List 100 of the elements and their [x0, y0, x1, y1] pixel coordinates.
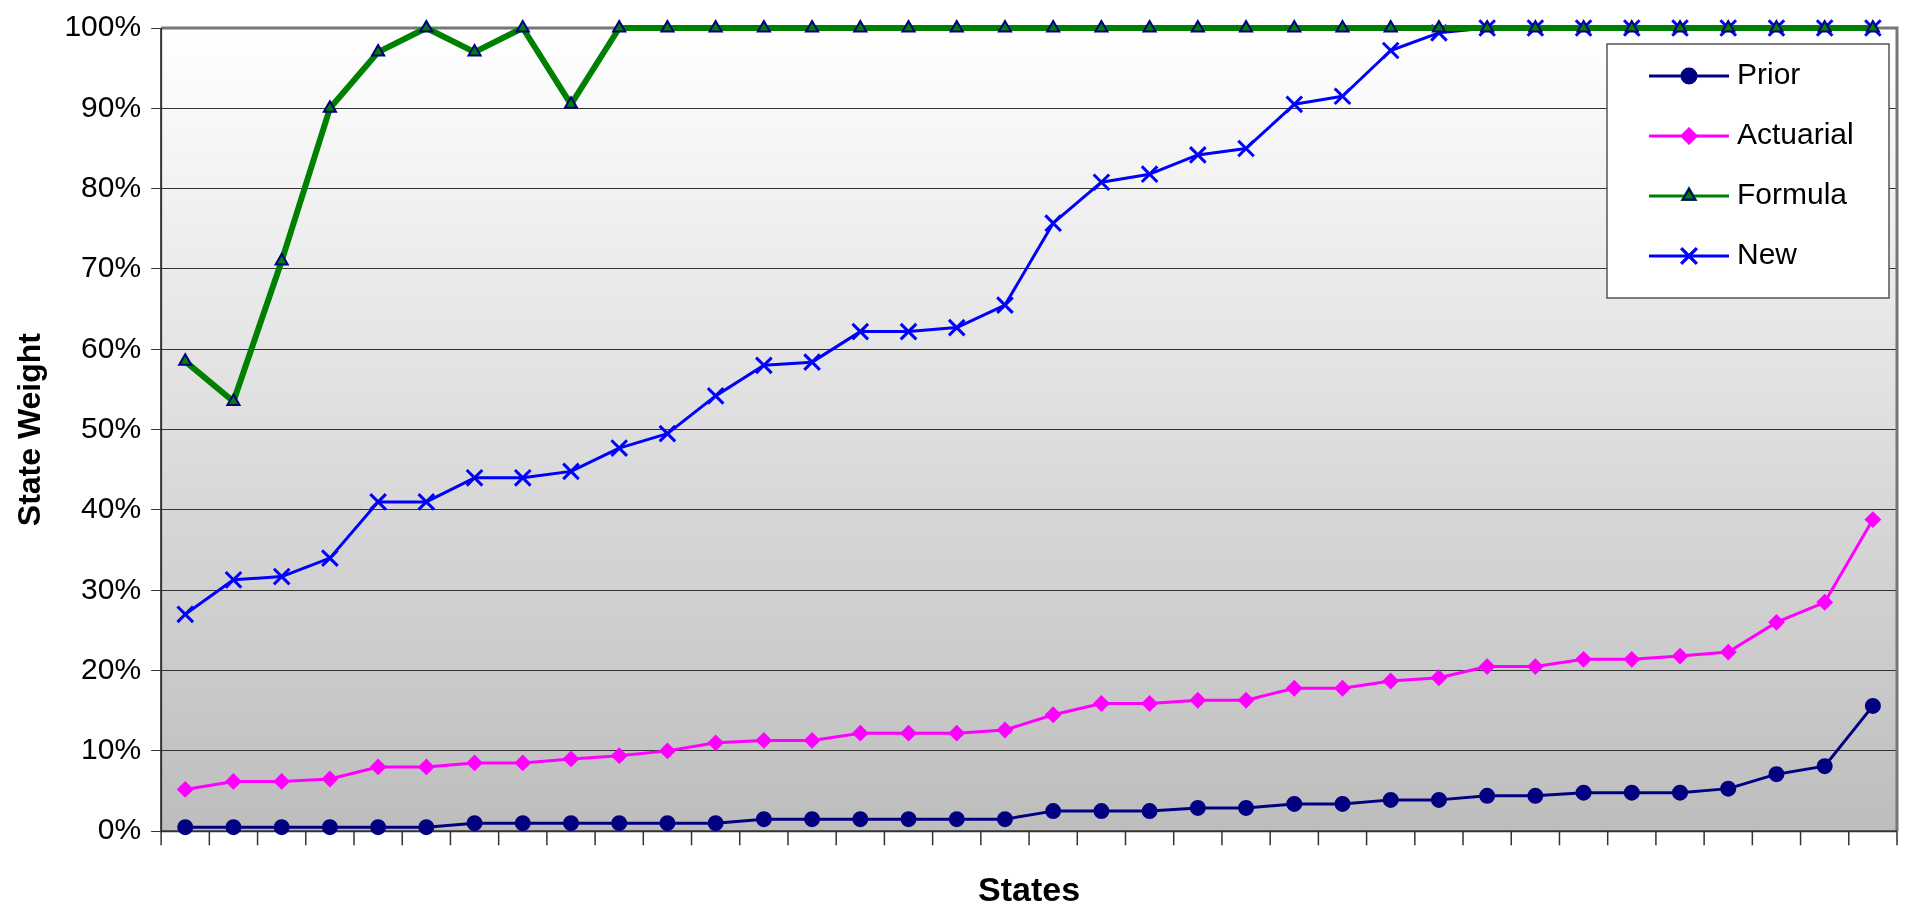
point	[802, 352, 822, 372]
point	[1575, 784, 1592, 801]
point	[514, 815, 531, 832]
point	[225, 819, 242, 836]
point	[175, 605, 195, 624]
point	[804, 732, 821, 749]
point	[1623, 784, 1640, 801]
y-tick-label: 60%	[81, 330, 142, 364]
point	[1718, 18, 1738, 38]
point	[562, 815, 579, 832]
point	[1189, 799, 1206, 816]
point	[1286, 795, 1303, 812]
point	[995, 295, 1015, 315]
point	[1431, 20, 1446, 33]
point	[997, 20, 1013, 33]
point	[465, 468, 484, 488]
point	[1045, 706, 1062, 723]
point	[1093, 803, 1110, 820]
y-tick-label: 40%	[81, 491, 142, 525]
y-axis-title: State Weight	[11, 332, 48, 527]
point	[1142, 20, 1157, 33]
point	[1864, 697, 1881, 714]
point	[1093, 695, 1110, 712]
point	[370, 758, 387, 775]
point	[226, 393, 241, 406]
point	[320, 548, 340, 568]
point	[996, 722, 1013, 738]
point	[178, 353, 193, 366]
point	[1528, 20, 1543, 33]
legend-label: Formula	[1737, 177, 1848, 211]
point	[659, 815, 676, 832]
point	[948, 811, 965, 828]
point	[1576, 20, 1591, 33]
point	[1527, 787, 1544, 804]
point	[513, 468, 533, 488]
point	[225, 773, 242, 790]
point	[1672, 20, 1688, 33]
point	[852, 811, 869, 828]
point	[899, 322, 918, 341]
point	[370, 819, 387, 836]
point	[659, 742, 676, 759]
y-tick-label: 10%	[81, 732, 142, 766]
y-tick-label: 90%	[81, 89, 142, 123]
y-tick-label: 50%	[81, 410, 142, 444]
point	[707, 734, 724, 751]
point	[418, 758, 435, 775]
point	[1333, 86, 1352, 106]
point	[1768, 766, 1785, 783]
y-tick-label: 20%	[81, 651, 142, 685]
point	[1381, 41, 1400, 60]
point	[1480, 20, 1495, 33]
point	[1624, 20, 1639, 33]
point	[418, 819, 435, 836]
point	[658, 424, 677, 443]
point	[1623, 651, 1640, 668]
legend-label: Actuarial	[1737, 117, 1854, 151]
point	[1189, 692, 1206, 709]
legend-label: New	[1737, 237, 1798, 271]
point	[514, 754, 531, 771]
point	[1721, 20, 1736, 33]
point	[851, 322, 870, 341]
point	[1094, 20, 1109, 33]
point	[1046, 20, 1061, 33]
point	[561, 462, 581, 481]
point	[563, 96, 579, 109]
point	[1141, 695, 1158, 712]
point	[1574, 18, 1593, 38]
point	[754, 356, 774, 375]
point	[708, 20, 723, 33]
point	[900, 725, 917, 742]
point	[706, 386, 725, 406]
point	[1527, 658, 1544, 675]
point	[853, 20, 868, 33]
point	[707, 815, 724, 832]
point	[1768, 614, 1785, 631]
point	[804, 811, 821, 828]
point	[1382, 673, 1399, 689]
point	[1479, 787, 1496, 804]
point	[609, 438, 629, 458]
point	[273, 819, 290, 836]
point	[996, 811, 1013, 828]
point	[274, 252, 289, 266]
x-axis-title: States	[978, 869, 1081, 908]
point	[1622, 18, 1642, 38]
point	[852, 725, 869, 742]
point	[1335, 20, 1350, 33]
point	[1383, 20, 1398, 33]
point	[1287, 20, 1302, 33]
point	[611, 747, 628, 764]
point	[1865, 20, 1880, 33]
point	[949, 20, 964, 33]
point	[1188, 145, 1208, 165]
point	[1430, 791, 1447, 808]
point	[756, 20, 771, 33]
y-tick-label: 0%	[97, 812, 142, 846]
point	[1477, 18, 1497, 38]
point	[1767, 18, 1786, 38]
point	[467, 44, 482, 57]
point	[515, 20, 530, 33]
point	[900, 811, 917, 828]
